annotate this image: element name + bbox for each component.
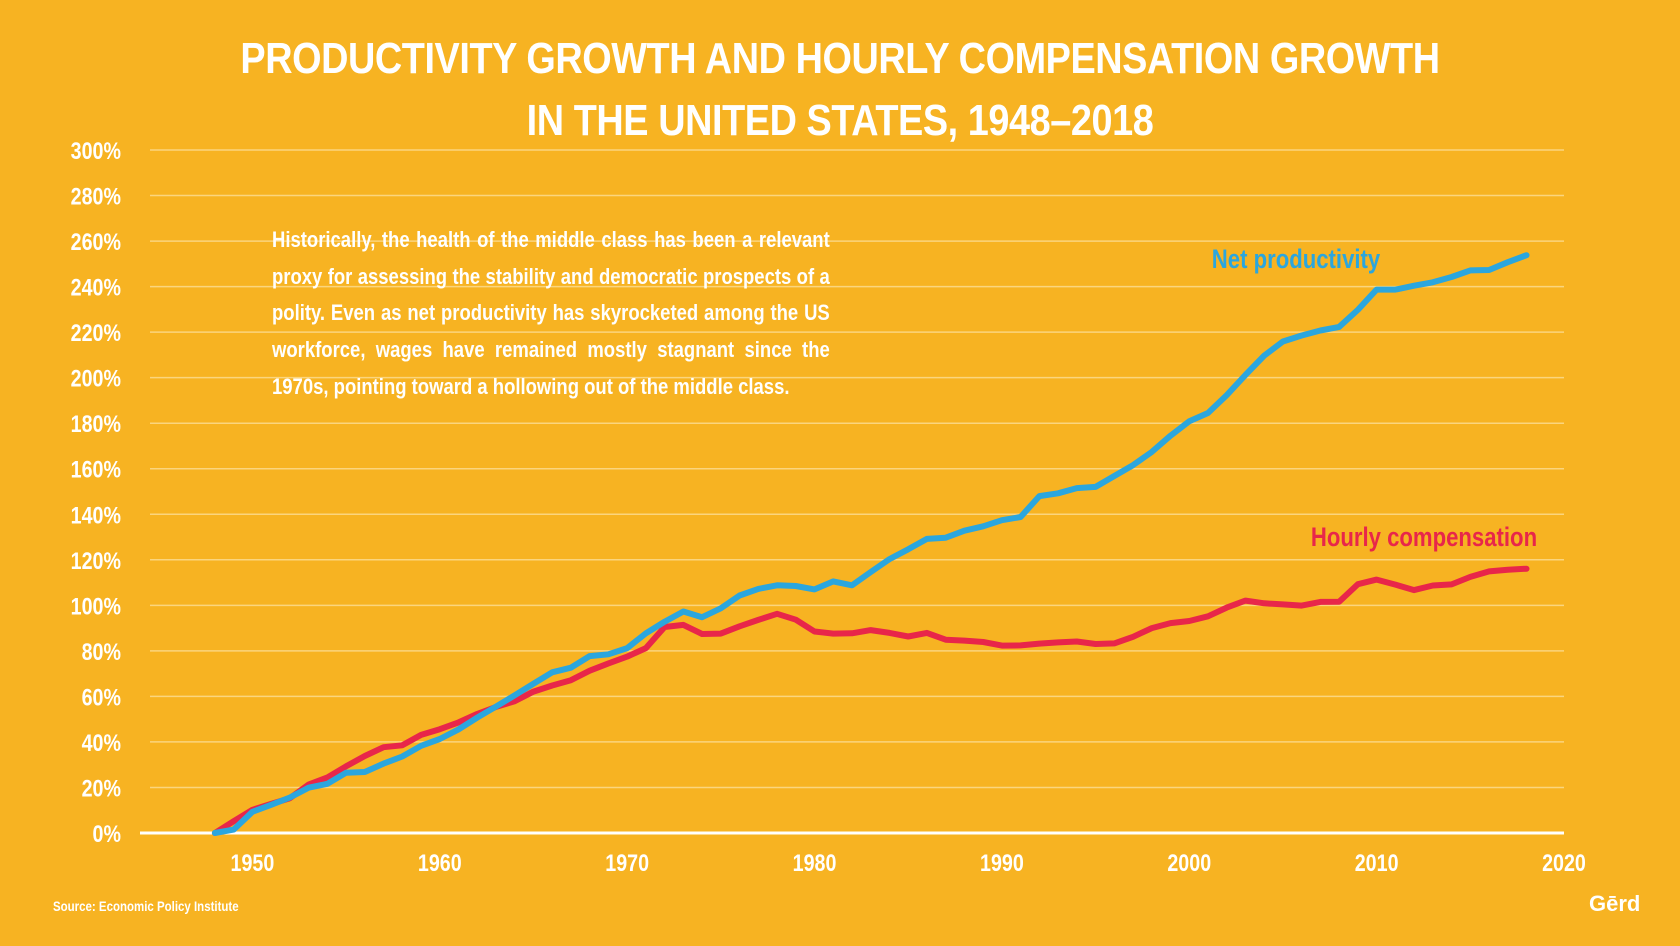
y-tick-label: 180%	[71, 410, 121, 437]
grid-lines	[150, 149, 1564, 789]
series-line-net-productivity	[211, 252, 1530, 836]
y-tick-label: 300%	[71, 137, 121, 164]
x-tick-label: 2020	[1542, 849, 1586, 876]
series-labels: Net productivity Hourly compensation	[1212, 245, 1537, 553]
y-tick-label: 100%	[71, 592, 121, 619]
series-label-net-productivity: Net productivity	[1212, 245, 1381, 275]
y-tick-label: 280%	[71, 183, 121, 210]
y-tick-label: 80%	[82, 638, 121, 665]
title-line-2: IN THE UNITED STATES, 1948–2018	[526, 96, 1154, 145]
y-tick-label: 240%	[71, 274, 121, 301]
y-tick-label: 260%	[71, 228, 121, 255]
x-tick-label: 2000	[1167, 849, 1211, 876]
x-tick-label: 1980	[793, 849, 837, 876]
chart-title: PRODUCTIVITY GROWTH AND HOURLY COMPENSAT…	[0, 28, 1680, 152]
y-tick-label: 140%	[71, 501, 121, 528]
x-tick-label: 1950	[231, 849, 275, 876]
axes: 0% 20% 40% 60% 80% 100% 120% 140% 160% 180% 200% 22…	[71, 137, 1586, 876]
y-tick-label: 0%	[93, 820, 121, 847]
series-label-hourly-compensation: Hourly compensation	[1311, 523, 1537, 553]
brand-logo: Gērd	[1589, 891, 1641, 916]
x-tick-label: 1990	[980, 849, 1024, 876]
y-tick-label: 40%	[82, 729, 121, 756]
y-tick-label: 20%	[82, 775, 121, 802]
annotation-text: Historically, the health of the middle c…	[272, 227, 830, 399]
y-tick-label: 220%	[71, 319, 121, 346]
y-tick-label: 120%	[71, 547, 121, 574]
y-tick-label: 200%	[71, 365, 121, 392]
title-line-1: PRODUCTIVITY GROWTH AND HOURLY COMPENSAT…	[240, 34, 1440, 83]
y-tick-label: 60%	[82, 684, 121, 711]
x-tick-label: 1960	[418, 849, 462, 876]
x-tick-label: 2010	[1355, 849, 1399, 876]
series-line-hourly-compensation	[211, 565, 1530, 836]
x-tick-label: 1970	[605, 849, 649, 876]
y-tick-label: 160%	[71, 456, 121, 483]
source-note: Source: Economic Policy Institute	[53, 898, 239, 914]
series-lines	[211, 252, 1530, 836]
